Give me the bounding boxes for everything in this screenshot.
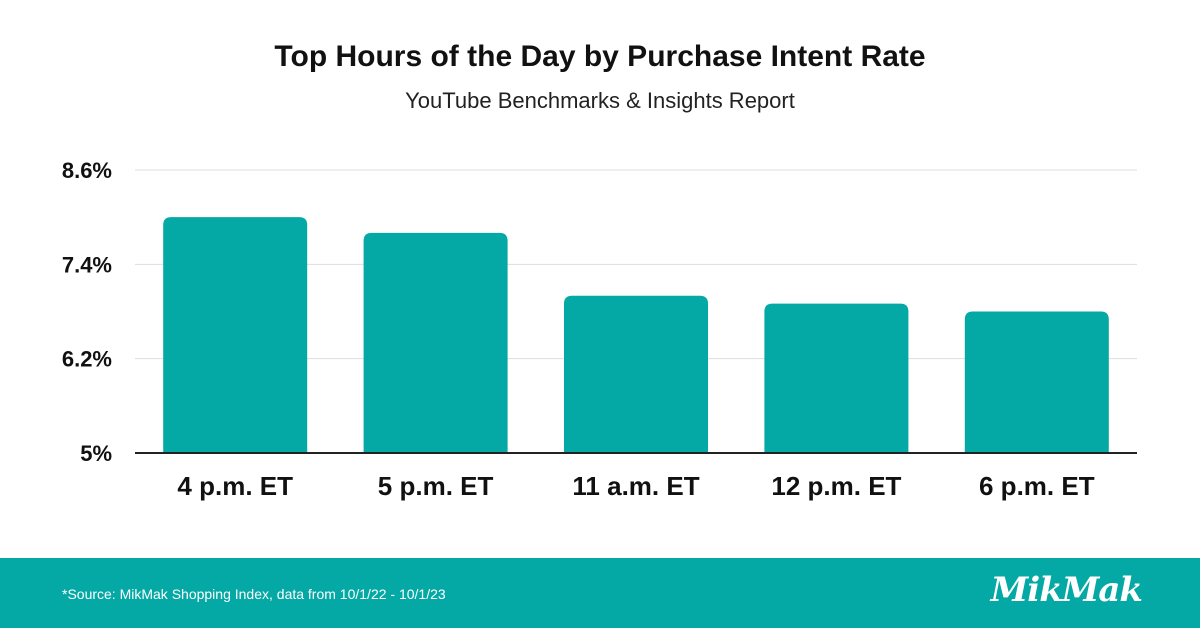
bar — [764, 303, 909, 453]
y-tick-label: 6.2% — [62, 347, 112, 372]
y-tick-label: 8.6% — [62, 158, 112, 183]
bar — [964, 311, 1109, 453]
bar — [564, 295, 708, 453]
source-note: *Source: MikMak Shopping Index, data fro… — [62, 586, 446, 602]
x-tick-label: 11 a.m. ET — [572, 471, 699, 501]
x-tick-label: 6 p.m. ET — [979, 471, 1095, 501]
chart-title: Top Hours of the Day by Purchase Intent … — [274, 40, 926, 73]
y-tick-label: 7.4% — [62, 252, 112, 277]
bar — [163, 217, 308, 453]
y-tick-label: 5% — [80, 441, 112, 466]
x-tick-label: 12 p.m. ET — [771, 471, 901, 501]
bar-chart: 5% 6.2% 7.4% 8.6% 4 p.m. ET 5 p.m. ET 11 a.m. … — [62, 158, 1137, 501]
footer-band: *Source: MikMak Shopping Index, data fro… — [0, 558, 1200, 628]
bar — [363, 232, 508, 453]
mikmak-logo: MikMak — [990, 570, 1143, 610]
x-tick-label: 4 p.m. ET — [177, 471, 293, 501]
x-tick-label: 5 p.m. ET — [378, 471, 494, 501]
chart-subtitle: YouTube Benchmarks & Insights Report — [405, 88, 795, 113]
